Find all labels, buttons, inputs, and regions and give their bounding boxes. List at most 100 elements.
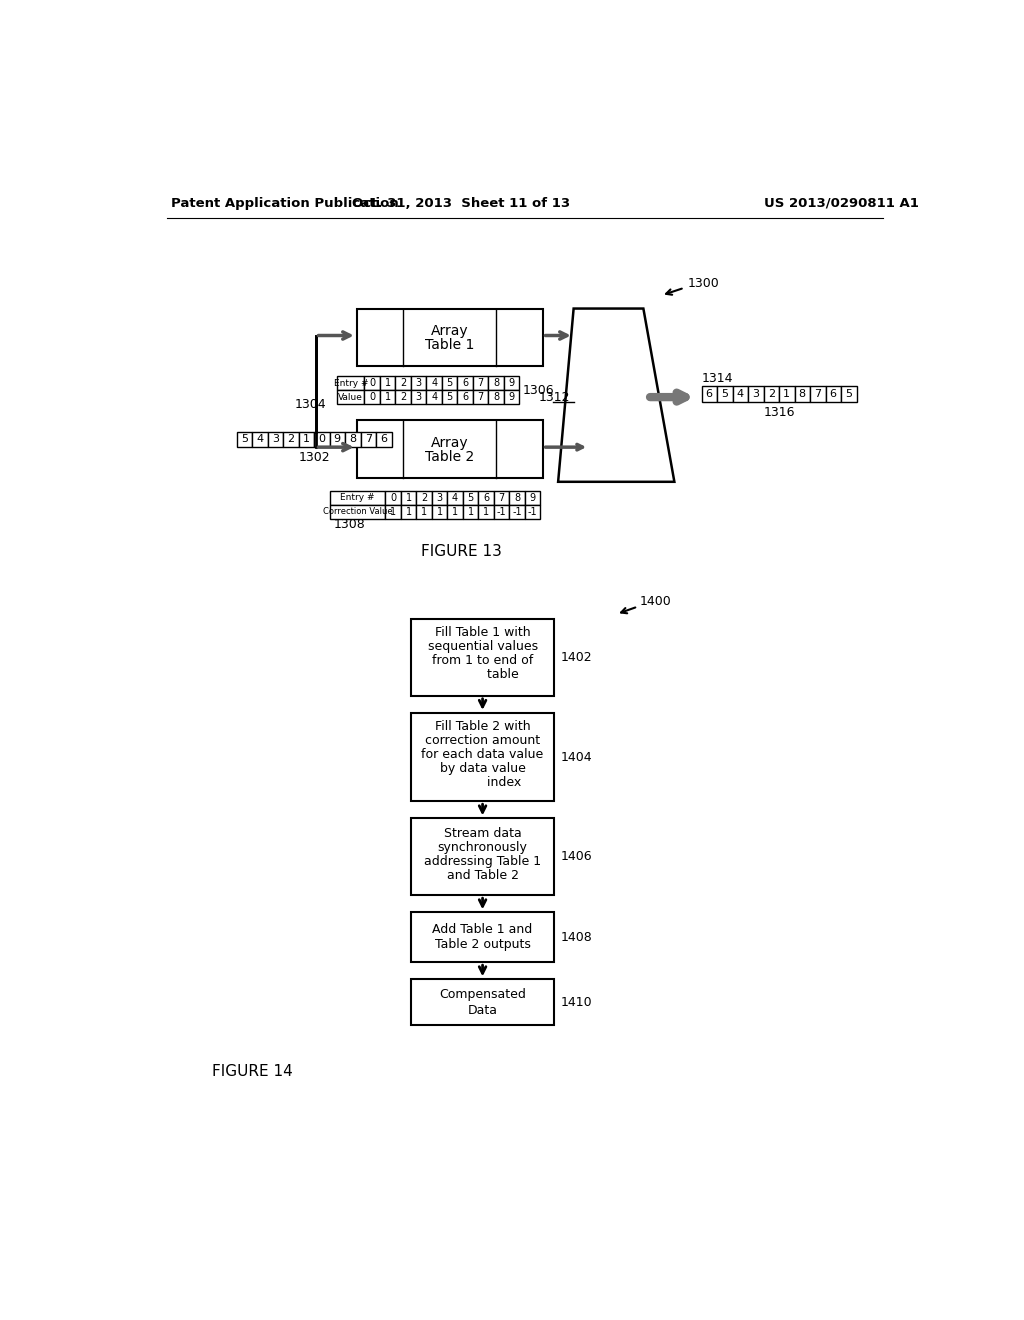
- Bar: [411, 391, 426, 404]
- Text: 9: 9: [529, 492, 536, 503]
- Bar: [458, 391, 473, 404]
- Bar: [380, 391, 395, 404]
- Text: 2: 2: [287, 434, 294, 445]
- Text: 1300: 1300: [687, 277, 719, 289]
- Text: 3: 3: [416, 379, 422, 388]
- Text: 1308: 1308: [334, 519, 366, 532]
- Text: Compensated: Compensated: [439, 989, 526, 1001]
- Bar: [524, 491, 541, 506]
- Text: -1: -1: [512, 507, 522, 517]
- Bar: [442, 391, 458, 404]
- Bar: [432, 491, 447, 506]
- Text: by data value: by data value: [439, 762, 525, 775]
- Text: 0: 0: [369, 379, 375, 388]
- Bar: [417, 504, 432, 519]
- Text: 4: 4: [736, 389, 743, 399]
- Bar: [411, 979, 554, 1026]
- Text: 8: 8: [514, 492, 520, 503]
- Text: -1: -1: [497, 507, 506, 517]
- Bar: [411, 376, 426, 391]
- Text: 8: 8: [349, 434, 356, 445]
- Text: US 2013/0290811 A1: US 2013/0290811 A1: [764, 197, 919, 210]
- Text: 6: 6: [483, 492, 489, 503]
- Text: synchronously: synchronously: [437, 841, 527, 854]
- Bar: [426, 391, 442, 404]
- Bar: [299, 432, 314, 447]
- Bar: [764, 387, 779, 401]
- Text: 1: 1: [483, 507, 489, 517]
- Bar: [283, 432, 299, 447]
- Bar: [385, 491, 400, 506]
- Bar: [330, 432, 345, 447]
- Bar: [237, 432, 252, 447]
- Text: Table 2 outputs: Table 2 outputs: [434, 939, 530, 952]
- Text: 5: 5: [446, 392, 453, 403]
- Text: 1302: 1302: [298, 451, 330, 465]
- Bar: [385, 504, 400, 519]
- Text: Data: Data: [468, 1003, 498, 1016]
- Bar: [463, 504, 478, 519]
- Text: 0: 0: [318, 434, 326, 445]
- Text: 2: 2: [400, 379, 407, 388]
- Bar: [376, 432, 391, 447]
- Text: 4: 4: [256, 434, 263, 445]
- Bar: [411, 912, 554, 962]
- Bar: [365, 376, 380, 391]
- Text: 1: 1: [385, 379, 391, 388]
- Text: Fill Table 2 with: Fill Table 2 with: [435, 721, 530, 733]
- Bar: [509, 504, 524, 519]
- Text: Value: Value: [338, 392, 364, 401]
- Bar: [701, 387, 717, 401]
- Text: 8: 8: [494, 379, 499, 388]
- Text: Entry #: Entry #: [334, 379, 368, 388]
- Bar: [748, 387, 764, 401]
- Text: 1: 1: [468, 507, 474, 517]
- Bar: [330, 491, 385, 506]
- Bar: [494, 491, 509, 506]
- Bar: [509, 491, 524, 506]
- Bar: [411, 818, 554, 895]
- Bar: [795, 387, 810, 401]
- Text: 3: 3: [416, 392, 422, 403]
- Text: Stream data: Stream data: [443, 828, 521, 841]
- Text: FIGURE 14: FIGURE 14: [212, 1064, 293, 1080]
- Bar: [488, 391, 504, 404]
- Text: Oct. 31, 2013  Sheet 11 of 13: Oct. 31, 2013 Sheet 11 of 13: [352, 197, 570, 210]
- Bar: [442, 376, 458, 391]
- Text: 6: 6: [462, 379, 468, 388]
- Bar: [252, 432, 267, 447]
- Text: from 1 to end of: from 1 to end of: [432, 653, 534, 667]
- Bar: [400, 504, 417, 519]
- Text: 9: 9: [509, 379, 515, 388]
- Text: table: table: [482, 668, 518, 681]
- Text: addressing Table 1: addressing Table 1: [424, 855, 541, 869]
- Bar: [400, 491, 417, 506]
- Bar: [337, 391, 365, 404]
- Text: 5: 5: [467, 492, 474, 503]
- Text: 3: 3: [436, 492, 442, 503]
- Bar: [345, 432, 360, 447]
- Text: 0: 0: [390, 492, 396, 503]
- Bar: [337, 376, 365, 391]
- Bar: [825, 387, 841, 401]
- Text: Array: Array: [431, 325, 468, 338]
- Text: for each data value: for each data value: [422, 748, 544, 760]
- Text: 2: 2: [400, 392, 407, 403]
- Polygon shape: [558, 309, 675, 482]
- Text: 8: 8: [494, 392, 499, 403]
- Text: 7: 7: [477, 379, 483, 388]
- Bar: [395, 391, 411, 404]
- Text: 9: 9: [509, 392, 515, 403]
- Bar: [447, 504, 463, 519]
- Bar: [478, 491, 494, 506]
- Text: 1: 1: [390, 507, 396, 517]
- Bar: [432, 504, 447, 519]
- Bar: [473, 391, 488, 404]
- Text: Entry #: Entry #: [340, 494, 375, 503]
- Bar: [447, 491, 463, 506]
- Bar: [810, 387, 825, 401]
- Text: 6: 6: [829, 389, 837, 399]
- Text: FIGURE 13: FIGURE 13: [421, 544, 502, 558]
- Bar: [779, 387, 795, 401]
- Bar: [395, 376, 411, 391]
